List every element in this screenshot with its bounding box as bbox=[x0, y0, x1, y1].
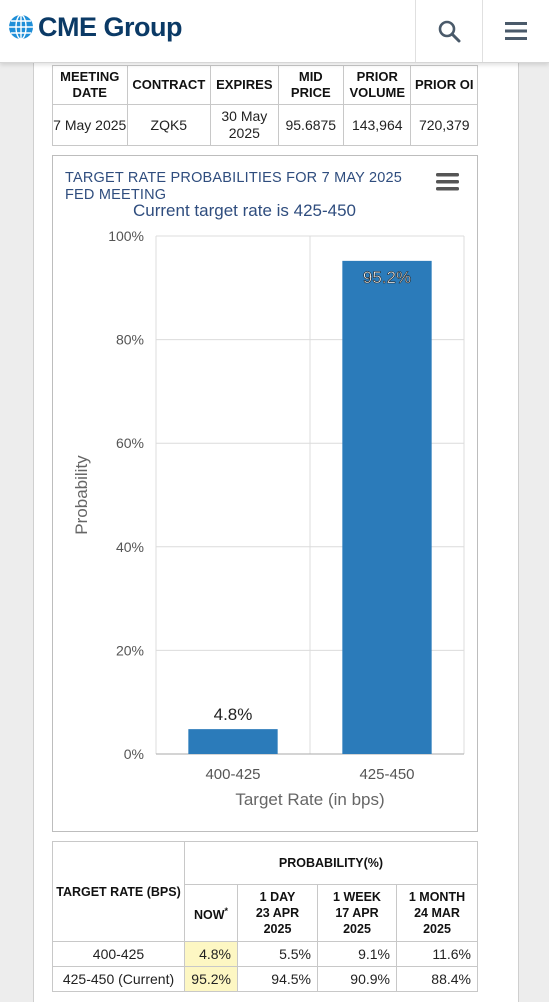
now-cell: 4.8% bbox=[184, 941, 238, 967]
col-now-label: NOW bbox=[193, 908, 225, 923]
col-1-week-line2: 17 APR bbox=[335, 906, 379, 920]
bar bbox=[188, 729, 278, 754]
table-row: 400-425 4.8% 5.5% 9.1% 11.6% bbox=[52, 941, 478, 967]
y-tick-label: 80% bbox=[116, 332, 144, 348]
col-1-month: 1 MONTH 24 MAR 2025 bbox=[396, 884, 478, 942]
chart-context-menu-button[interactable] bbox=[435, 171, 461, 193]
one-day-cell: 5.5% bbox=[237, 941, 318, 967]
now-cell: 95.2% bbox=[184, 966, 238, 992]
y-tick-label: 100% bbox=[108, 228, 144, 244]
x-axis-title: Target Rate (in bps) bbox=[235, 790, 384, 809]
hamburger-menu-icon bbox=[436, 173, 459, 191]
col-target-rate: TARGET RATE (BPS) bbox=[52, 841, 185, 942]
one-week-cell: 9.1% bbox=[317, 941, 397, 967]
col-expires: EXPIRES bbox=[210, 65, 279, 105]
globe-icon bbox=[9, 14, 33, 40]
rate-cell: 425-450 (Current) bbox=[52, 966, 185, 992]
prior-volume-value: 143,964 bbox=[343, 104, 412, 146]
col-mid-price: MID PRICE bbox=[277, 65, 345, 105]
y-tick-label: 60% bbox=[116, 435, 144, 451]
col-prior-volume: PRIOR VOLUME bbox=[343, 65, 412, 105]
y-tick-label: 20% bbox=[116, 642, 144, 658]
data-label: 4.8% bbox=[214, 705, 253, 724]
main-menu-button[interactable] bbox=[482, 0, 549, 62]
col-1-month-line1: 1 MONTH bbox=[408, 890, 466, 904]
x-tick-label: 400-425 bbox=[205, 766, 260, 783]
x-tick-label: 425-450 bbox=[359, 766, 414, 783]
mid-price-value: 95.6875 bbox=[277, 104, 345, 146]
y-axis-title: Probability bbox=[72, 455, 91, 535]
one-week-cell: 90.9% bbox=[317, 966, 397, 992]
data-label: 95.2% bbox=[363, 268, 411, 287]
col-1-week-line1: 1 WEEK bbox=[333, 890, 381, 904]
logo-text: CME Group bbox=[38, 11, 183, 42]
col-1-day-line1: 1 DAY bbox=[259, 890, 296, 904]
prior-oi-value: 720,379 bbox=[410, 104, 478, 146]
chart-title: TARGET RATE PROBABILITIES FOR 7 MAY 2025… bbox=[65, 170, 403, 203]
col-meeting-date: MEETING DATE bbox=[52, 65, 128, 105]
contract-value: ZQK5 bbox=[126, 104, 212, 146]
search-button[interactable] bbox=[415, 0, 482, 62]
top-header: CME Group bbox=[0, 0, 549, 63]
y-tick-label: 40% bbox=[116, 539, 144, 555]
meeting-info-table: MEETING DATE CONTRACT EXPIRES MID PRICE … bbox=[52, 65, 478, 146]
col-1-week-line3: 2025 bbox=[343, 922, 371, 936]
cme-logo[interactable]: CME Group bbox=[8, 11, 183, 42]
col-1-day-line2: 23 APR bbox=[255, 906, 300, 920]
col-now-footnote-mark: * bbox=[224, 905, 229, 916]
one-month-cell: 11.6% bbox=[396, 941, 478, 967]
search-icon bbox=[438, 20, 461, 43]
col-1-month-line2: 24 MAR bbox=[414, 906, 460, 920]
col-1-month-line3: 2025 bbox=[423, 922, 451, 936]
table-row: 7 May 2025 ZQK5 30 May 2025 95.6875 143,… bbox=[52, 104, 478, 146]
col-1-day: 1 DAY 23 APR 2025 bbox=[237, 884, 318, 942]
one-month-cell: 88.4% bbox=[396, 966, 478, 992]
probability-table: TARGET RATE (BPS) PROBABILITY(%) NOW* 1 … bbox=[52, 841, 478, 992]
rate-cell: 400-425 bbox=[52, 941, 185, 967]
chart-plot: 0% 20% 40% 60% 80% 100% 4.8% 400-425 95.2% 425-45… bbox=[72, 228, 465, 809]
hamburger-menu-icon bbox=[505, 22, 527, 40]
col-1-day-line3: 2025 bbox=[263, 922, 292, 936]
col-contract: CONTRACT bbox=[126, 65, 212, 105]
content-panel: MEETING DATE CONTRACT EXPIRES MID PRICE … bbox=[33, 62, 519, 1002]
col-prior-oi: PRIOR OI bbox=[410, 65, 478, 105]
expires-value: 30 May 2025 bbox=[210, 104, 279, 146]
one-day-cell: 94.5% bbox=[237, 966, 318, 992]
col-1-week: 1 WEEK 17 APR 2025 bbox=[317, 884, 397, 942]
chart-subtitle: Current target rate is 425-450 bbox=[133, 201, 357, 220]
bar bbox=[342, 260, 432, 754]
meeting-date-value: 7 May 2025 bbox=[52, 104, 128, 146]
target-rate-chart: TARGET RATE PROBABILITIES FOR 7 MAY 2025… bbox=[52, 155, 478, 832]
table-row: 425-450 (Current) 95.2% 94.5% 90.9% 88.4… bbox=[52, 966, 478, 992]
col-now: NOW* bbox=[184, 884, 238, 942]
col-probability-group: PROBABILITY(%) bbox=[184, 841, 478, 885]
y-tick-label: 0% bbox=[124, 746, 144, 762]
